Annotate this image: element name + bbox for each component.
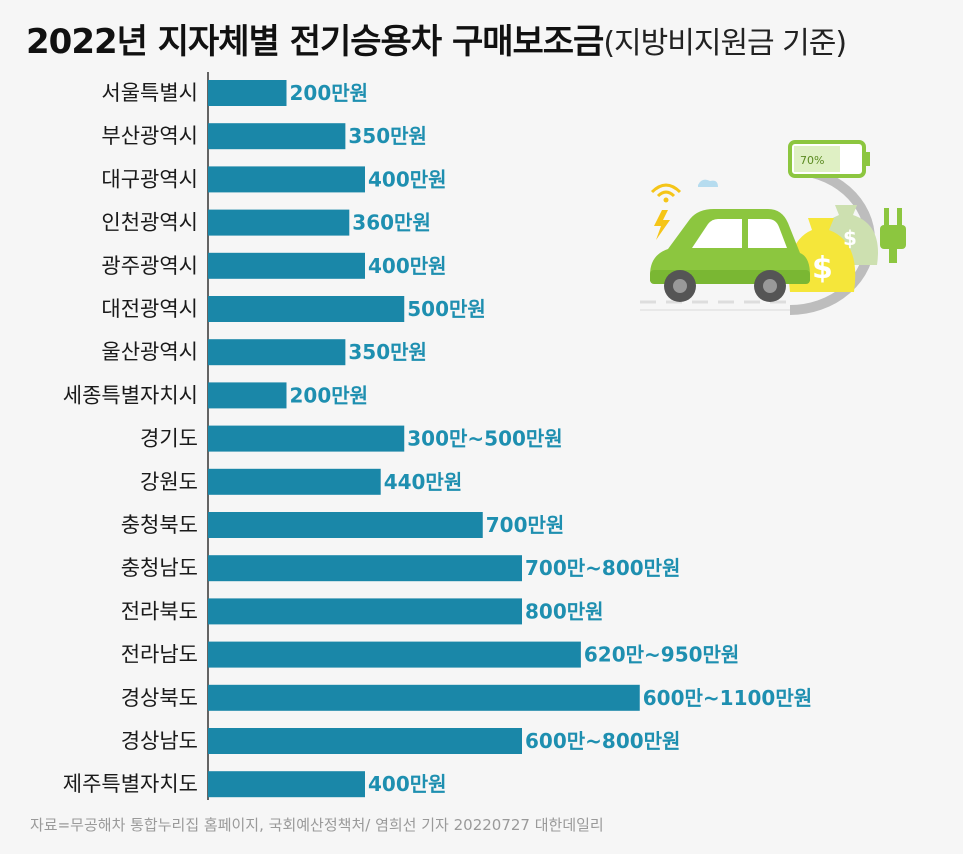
value-label: 360만원: [352, 211, 431, 235]
bar: [208, 771, 365, 798]
category-label: 부산광역시: [101, 124, 198, 148]
value-label: 600만~1100만원: [643, 686, 812, 710]
bar: [208, 425, 405, 452]
category-label: 광주광역시: [101, 254, 198, 278]
battery-percent: 70%: [800, 154, 824, 167]
battery-icon: 70%: [788, 140, 870, 178]
category-label: 경상북도: [121, 686, 198, 710]
value-label: 400만원: [368, 772, 447, 796]
category-label: 경상남도: [121, 729, 198, 753]
svg-text:$: $: [812, 251, 833, 286]
category-label: 전라북도: [121, 599, 198, 623]
cloud-icon: [698, 179, 718, 187]
svg-text:$: $: [843, 226, 857, 250]
bar: [208, 252, 365, 279]
value-label: 350만원: [348, 340, 427, 364]
category-label: 충청북도: [121, 513, 198, 537]
source-note: 자료=무공해차 통합누리집 홈페이지, 국회예산정책처/ 염희선 기자 2022…: [30, 816, 604, 834]
value-label: 350만원: [348, 124, 427, 148]
value-label: 200만원: [290, 81, 369, 105]
bar: [208, 382, 287, 409]
value-label: 700만~800만원: [525, 556, 680, 580]
signal-icon: [650, 183, 682, 203]
chart-subtitle: (지방비지원금 기준): [603, 26, 847, 61]
electric-car-charging-icon: 70% $ $: [640, 140, 906, 315]
value-label: 400만원: [368, 254, 447, 278]
bar: [208, 80, 287, 106]
category-label: 경기도: [140, 427, 198, 451]
category-label: 충청남도: [121, 556, 198, 580]
bar: [208, 512, 483, 538]
value-label: 440만원: [384, 470, 463, 494]
value-label: 700만원: [486, 513, 565, 537]
lightning-icon: [654, 210, 670, 240]
bar: [208, 166, 365, 193]
chart-title: 2022년 지자체별 전기승용차 구매보조금(지방비지원금 기준): [26, 14, 847, 63]
category-label: 울산광역시: [101, 340, 198, 364]
bar: [208, 555, 522, 582]
plug-icon: [880, 208, 906, 263]
chart-title-main: 2022년 지자체별 전기승용차 구매보조금: [26, 22, 604, 62]
value-label: 200만원: [290, 383, 369, 407]
category-label: 인천광역시: [101, 211, 198, 235]
value-label: 500만원: [407, 297, 486, 321]
bar: [208, 296, 405, 322]
value-label: 400만원: [368, 167, 447, 191]
category-label: 대전광역시: [101, 297, 198, 321]
car-icon: [650, 209, 810, 302]
value-label: 800만원: [525, 599, 604, 623]
bar: [208, 598, 522, 625]
bar: [208, 209, 350, 236]
category-label: 제주특별자치도: [63, 772, 198, 796]
bar: [208, 468, 381, 495]
value-label: 300만~500만원: [407, 427, 562, 451]
value-label: 620만~950만원: [584, 643, 739, 667]
category-label: 세종특별자치시: [63, 383, 198, 407]
category-label: 서울특별시: [101, 81, 198, 105]
bar: [208, 123, 346, 150]
category-label: 대구광역시: [101, 167, 198, 191]
bar: [208, 728, 522, 754]
bar: [208, 339, 346, 366]
bar: [208, 641, 581, 668]
value-label: 600만~800만원: [525, 729, 680, 753]
category-label: 강원도: [140, 470, 198, 494]
category-label: 전라남도: [121, 643, 198, 667]
bar: [208, 684, 640, 711]
